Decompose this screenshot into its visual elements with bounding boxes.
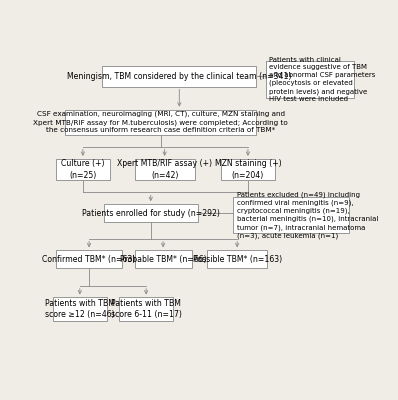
Text: Confirmed TBM* (n=63): Confirmed TBM* (n=63)	[43, 255, 136, 264]
Text: CSF examination, neuroimaging (MRI, CT), culture, MZN staining and
Xpert MTB/RIF: CSF examination, neuroimaging (MRI, CT),…	[33, 111, 288, 134]
Text: MZN staining (+)
(n=204): MZN staining (+) (n=204)	[215, 159, 281, 180]
Text: Culture (+)
(n=25): Culture (+) (n=25)	[61, 159, 105, 180]
FancyBboxPatch shape	[104, 204, 198, 222]
FancyBboxPatch shape	[135, 159, 195, 180]
FancyBboxPatch shape	[56, 159, 110, 180]
Text: Probable TBM* (n=66): Probable TBM* (n=66)	[120, 255, 207, 264]
Text: Patients with clinical
evidence suggestive of TBM
and abnormal CSF parameters
(p: Patients with clinical evidence suggesti…	[269, 56, 376, 102]
Text: Patients with TBM
score ≥12 (n=46): Patients with TBM score ≥12 (n=46)	[45, 299, 115, 319]
FancyBboxPatch shape	[53, 298, 107, 320]
FancyBboxPatch shape	[56, 250, 122, 268]
FancyBboxPatch shape	[221, 159, 275, 180]
Text: Possible TBM* (n=163): Possible TBM* (n=163)	[193, 255, 282, 264]
FancyBboxPatch shape	[102, 66, 256, 86]
Text: Patients enrolled for study (n=292): Patients enrolled for study (n=292)	[82, 208, 220, 218]
FancyBboxPatch shape	[135, 250, 192, 268]
Text: Meningism, TBM considered by the clinical team (n=341): Meningism, TBM considered by the clinica…	[67, 72, 292, 81]
FancyBboxPatch shape	[233, 197, 349, 233]
FancyBboxPatch shape	[65, 110, 256, 135]
FancyBboxPatch shape	[207, 250, 267, 268]
Text: Patients excluded (n=49) including
confirmed viral meningitis (n=9),
cryptococca: Patients excluded (n=49) including confi…	[237, 191, 378, 239]
Text: Xpert MTB/RIF assay (+)
(n=42): Xpert MTB/RIF assay (+) (n=42)	[117, 159, 212, 180]
FancyBboxPatch shape	[119, 298, 173, 320]
Text: Patients with TBM
score 6-11 (n=17): Patients with TBM score 6-11 (n=17)	[111, 299, 181, 319]
FancyBboxPatch shape	[265, 61, 353, 98]
